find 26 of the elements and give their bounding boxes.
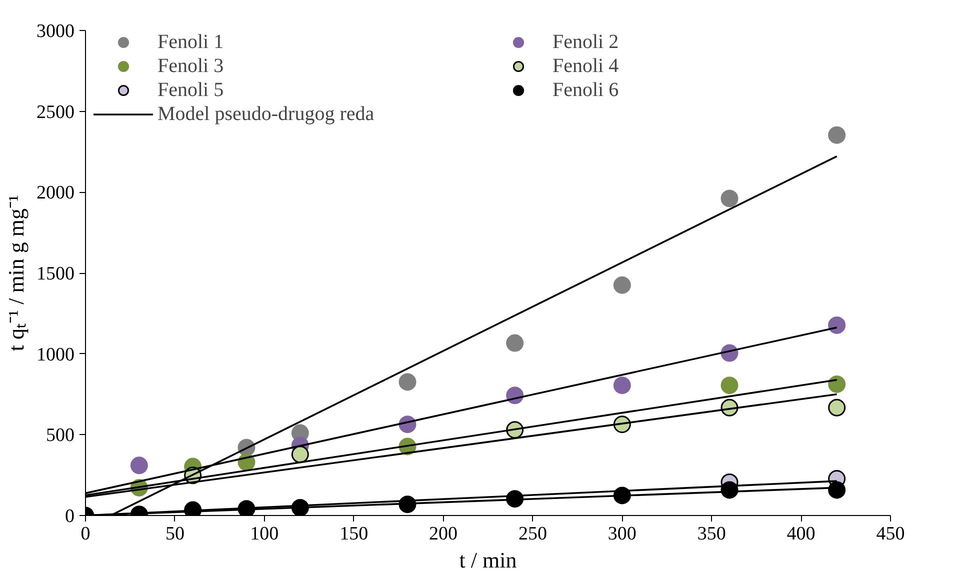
y-tick-label: 500 bbox=[46, 425, 74, 446]
y-tick-label: 1000 bbox=[36, 344, 74, 366]
x-tick-label: 200 bbox=[429, 524, 458, 544]
y-axis-title: t qₜ⁻¹ / min g mg⁻¹ bbox=[4, 194, 28, 352]
y-tick-label: 3000 bbox=[36, 21, 74, 42]
x-tick-label: 0 bbox=[80, 524, 90, 544]
x-tick-label: 250 bbox=[518, 524, 547, 544]
x-tick-label: 150 bbox=[340, 524, 368, 544]
legend-label: Fenoli 3 bbox=[158, 54, 225, 78]
y-tick-label: 0 bbox=[65, 506, 74, 527]
x-axis-title: t / min bbox=[459, 548, 517, 572]
legend-label: Model pseudo-drugog reda bbox=[158, 102, 376, 126]
x-tick-label: 450 bbox=[876, 524, 905, 544]
legend-label: Fenoli 1 bbox=[158, 30, 225, 54]
x-tick-label: 300 bbox=[608, 524, 636, 544]
y-tick-label: 2500 bbox=[36, 102, 74, 123]
legend-label: Fenoli 2 bbox=[552, 30, 620, 54]
x-tick-label: 50 bbox=[165, 524, 184, 544]
y-tick-label: 2000 bbox=[36, 182, 74, 204]
legend-label: Fenoli 5 bbox=[158, 78, 225, 102]
legend-label: Fenoli 6 bbox=[552, 78, 620, 102]
x-tick-label: 350 bbox=[697, 524, 726, 544]
x-tick-label: 400 bbox=[786, 524, 816, 544]
x-tick-label: 100 bbox=[250, 524, 279, 544]
legend-label: Fenoli 4 bbox=[552, 54, 620, 78]
y-tick-label: 1500 bbox=[36, 264, 74, 284]
